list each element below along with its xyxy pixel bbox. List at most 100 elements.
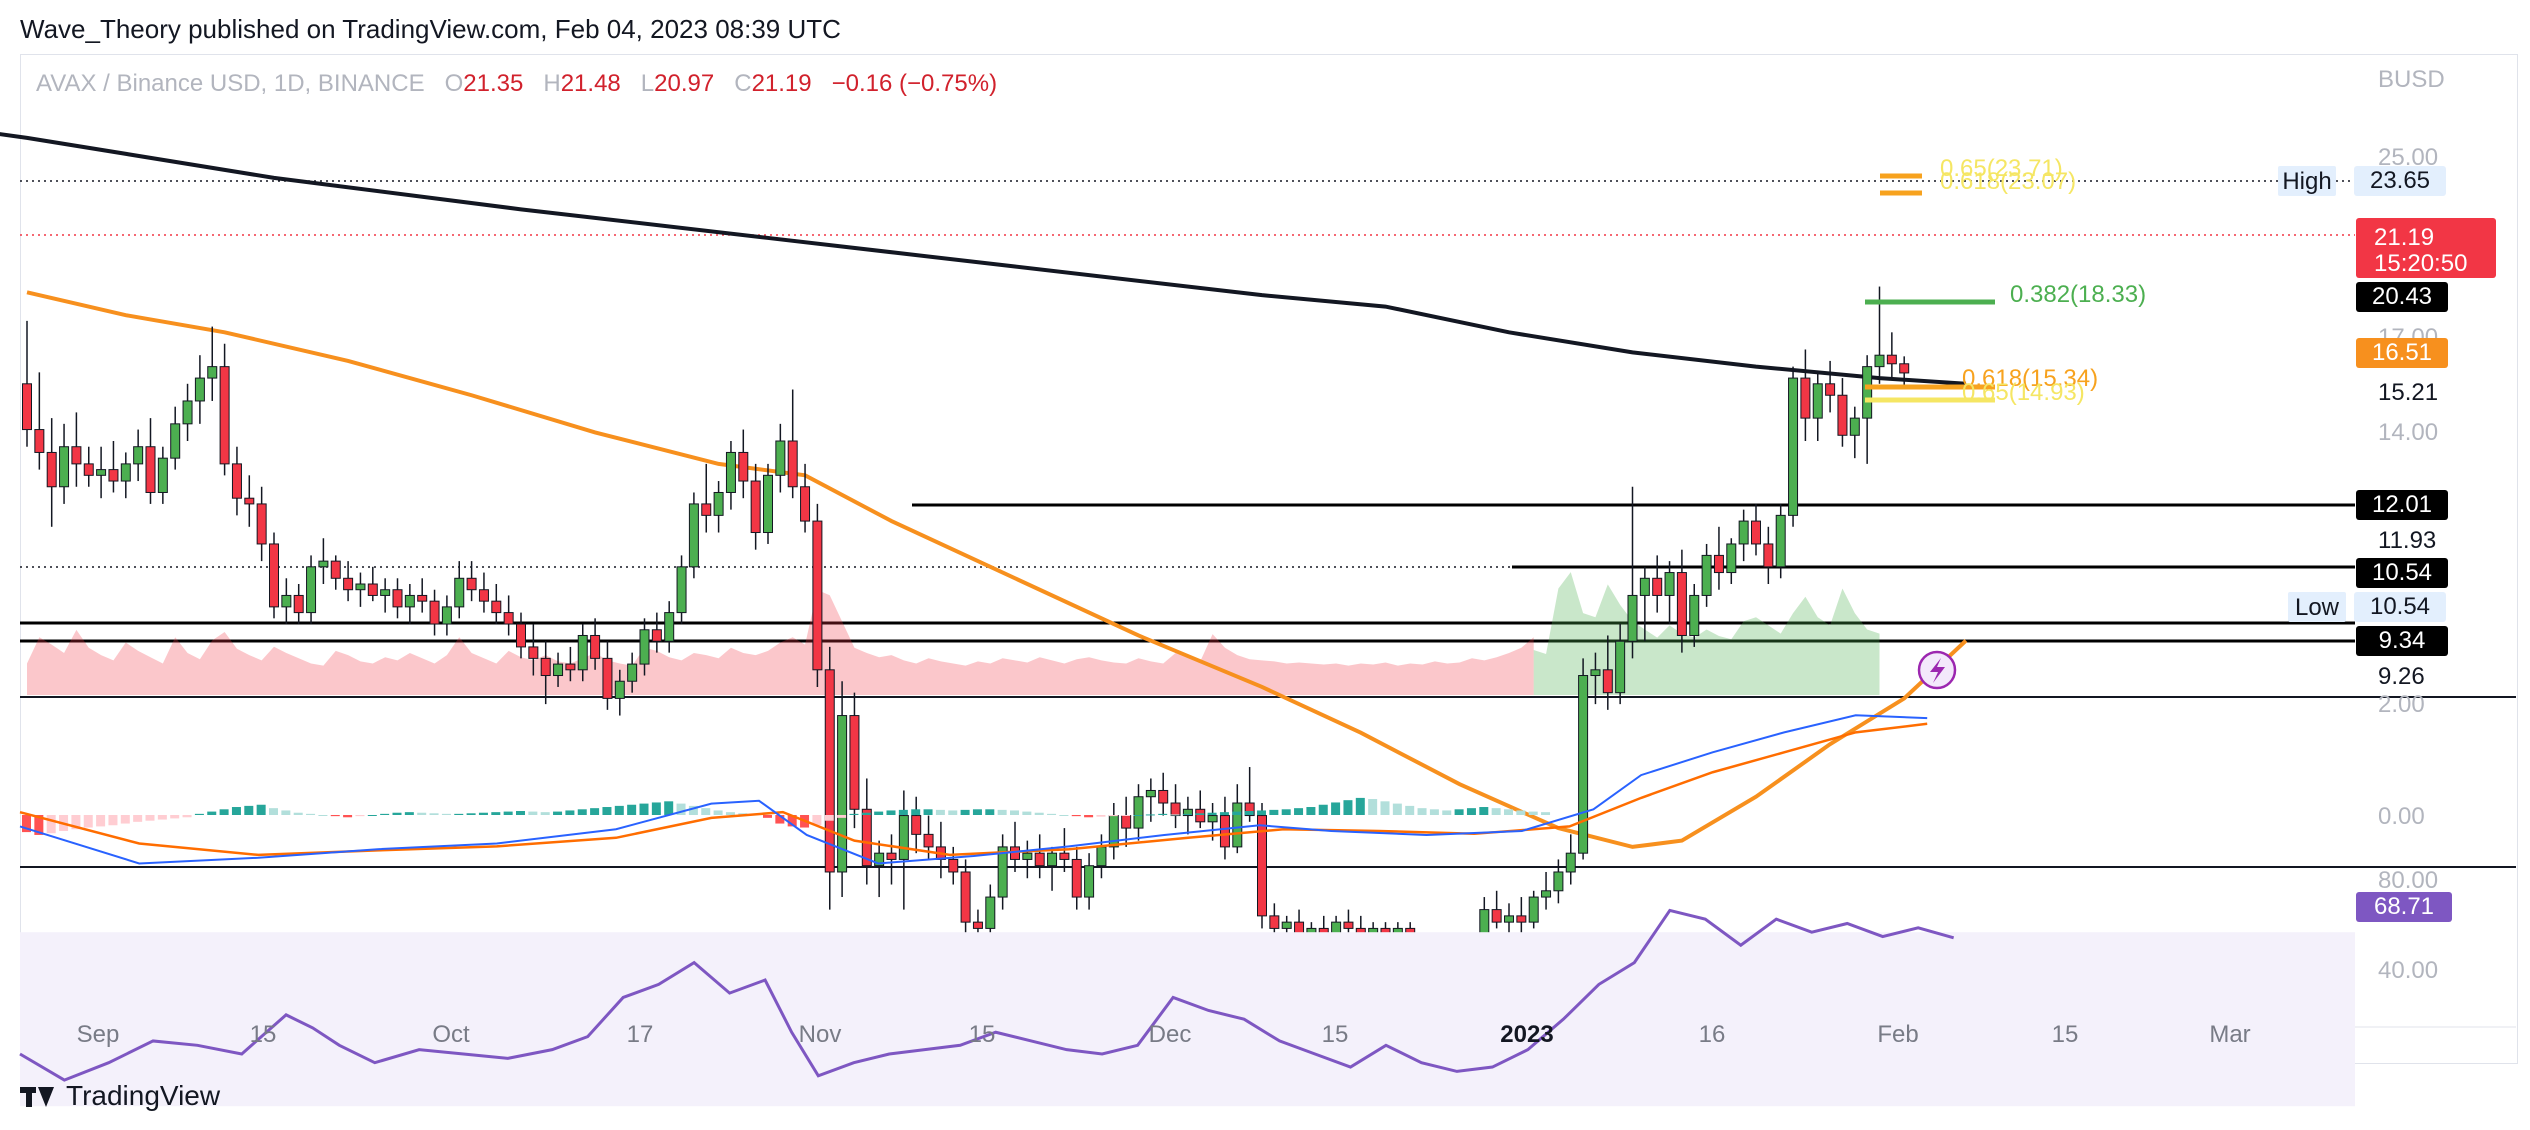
- candle: [1800, 349, 1811, 441]
- volume-area-early: [27, 590, 1534, 695]
- candle: [281, 578, 292, 625]
- candle-body: [207, 366, 218, 379]
- candle-body: [1615, 640, 1626, 694]
- close-label: C: [734, 70, 752, 97]
- candle: [639, 618, 650, 676]
- candle: [1602, 635, 1613, 710]
- time-axis-tick: 15: [2052, 1021, 2079, 1048]
- macd-histogram-bar: [231, 807, 241, 815]
- candle: [775, 423, 786, 493]
- candle-body: [145, 446, 156, 493]
- macd-histogram-bar: [1417, 808, 1427, 815]
- macd-histogram-bar: [1047, 813, 1057, 815]
- candle: [1849, 406, 1860, 459]
- candle: [960, 859, 971, 935]
- candle-body: [553, 663, 564, 677]
- macd-histogram-bar: [417, 812, 427, 815]
- candle-body: [1874, 354, 1885, 368]
- candle: [800, 463, 811, 533]
- candle: [133, 429, 144, 482]
- candle-body: [392, 589, 403, 608]
- candle-body: [725, 451, 736, 493]
- macd-histogram-bar: [1207, 812, 1217, 815]
- candle-body: [676, 566, 687, 614]
- candle: [1862, 355, 1873, 464]
- macd-histogram-bar: [478, 812, 488, 815]
- candle-body: [108, 469, 119, 482]
- candle-body: [948, 858, 959, 873]
- macd-histogram-bar: [22, 815, 31, 833]
- macd-histogram-bar: [145, 815, 155, 821]
- macd-histogram-bar: [108, 815, 118, 826]
- candle: [108, 441, 119, 493]
- candle-body: [614, 680, 625, 699]
- macd-histogram-bar: [466, 813, 476, 815]
- macd-tick-label: 0.00: [2378, 803, 2425, 830]
- macd-histogram-bar: [540, 812, 550, 815]
- candle: [46, 418, 57, 527]
- candle: [1528, 890, 1539, 929]
- candle-body: [306, 566, 317, 614]
- high-label: High: [2282, 168, 2331, 195]
- candle: [1676, 549, 1687, 653]
- price-level-9-26: 9.26: [2378, 663, 2425, 690]
- macd-histogram-bar: [182, 815, 192, 818]
- candle-body: [577, 634, 588, 671]
- macd-histogram-bar: [1479, 807, 1489, 815]
- candle-body: [1664, 572, 1675, 596]
- macd-histogram-bar: [1121, 815, 1131, 816]
- candle: [1763, 526, 1774, 584]
- candle: [1713, 526, 1724, 590]
- level-badge-9-34-bg: [2356, 626, 2448, 656]
- candle-body: [528, 646, 539, 659]
- candle: [367, 566, 378, 602]
- candle: [22, 320, 32, 447]
- candle-body: [1825, 383, 1836, 396]
- candle: [553, 652, 564, 687]
- close-value: 21.19: [751, 70, 812, 97]
- footer-brand[interactable]: TradingView: [20, 1080, 220, 1112]
- candle: [1541, 871, 1552, 910]
- candle-body: [1812, 383, 1823, 419]
- candle-body: [540, 657, 551, 677]
- candle: [454, 561, 465, 619]
- candle-body: [837, 715, 848, 873]
- high-label: H: [543, 70, 561, 97]
- macd-histogram-bar: [1133, 815, 1143, 816]
- last-price-value: 21.19: [2374, 224, 2434, 251]
- candle: [824, 646, 835, 910]
- candle-body: [701, 503, 712, 516]
- macd-histogram-bar: [96, 815, 106, 827]
- candle-body: [1590, 669, 1601, 677]
- macd-histogram-bar: [701, 808, 711, 815]
- macd-histogram-bar: [157, 815, 167, 820]
- candle: [540, 641, 551, 705]
- candle: [380, 578, 391, 613]
- candle-body: [1713, 554, 1724, 574]
- macd-histogram-bar: [441, 813, 451, 815]
- candle: [330, 555, 341, 590]
- candle: [441, 595, 452, 636]
- macd-histogram-bar: [1454, 809, 1464, 815]
- macd-histogram-bar: [1516, 810, 1526, 815]
- candle-body: [812, 520, 823, 671]
- candle-body: [886, 852, 897, 860]
- open-label: O: [444, 70, 464, 97]
- candle: [170, 406, 181, 470]
- candle-body: [602, 657, 613, 699]
- candle-body: [713, 491, 724, 516]
- macd-signal-line: [19, 722, 1928, 857]
- macd-histogram-bar: [46, 815, 56, 834]
- candle: [1738, 509, 1749, 562]
- macd-histogram-bar: [454, 813, 464, 815]
- candle: [1639, 566, 1650, 642]
- candle: [120, 452, 131, 499]
- candle-body: [1578, 675, 1589, 854]
- candle: [1516, 897, 1527, 935]
- candle-body: [1738, 520, 1749, 545]
- candle-body: [1565, 852, 1576, 873]
- candle: [1158, 772, 1169, 816]
- candle-body: [1763, 543, 1774, 568]
- candle: [1664, 561, 1675, 625]
